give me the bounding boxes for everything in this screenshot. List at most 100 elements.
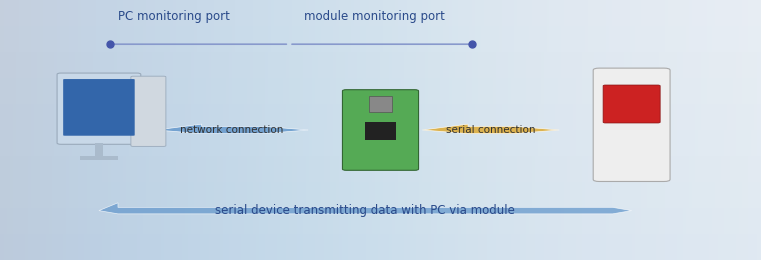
Bar xyxy=(0,237,761,239)
Bar xyxy=(0,187,761,190)
Bar xyxy=(0,96,761,99)
Bar xyxy=(0,34,761,36)
Bar xyxy=(0,143,761,146)
Bar xyxy=(0,81,761,83)
Text: serial device transmitting data with PC via module: serial device transmitting data with PC … xyxy=(215,204,515,217)
Bar xyxy=(0,244,761,247)
Bar xyxy=(0,112,761,114)
Bar xyxy=(0,68,761,70)
Bar xyxy=(0,23,761,26)
Bar xyxy=(0,221,761,224)
Bar xyxy=(0,164,761,166)
Bar xyxy=(0,16,761,18)
Bar xyxy=(0,179,761,182)
Bar xyxy=(0,44,761,47)
Bar xyxy=(0,198,761,200)
Bar xyxy=(0,55,761,57)
Text: module monitoring port: module monitoring port xyxy=(304,10,445,23)
Bar xyxy=(0,177,761,179)
Text: PC monitoring port: PC monitoring port xyxy=(118,10,230,23)
Bar xyxy=(0,99,761,101)
Bar xyxy=(0,104,761,107)
Bar xyxy=(0,205,761,208)
Bar xyxy=(0,122,761,125)
Bar xyxy=(0,185,761,187)
Text: network connection: network connection xyxy=(180,125,284,135)
Bar xyxy=(0,182,761,185)
Bar xyxy=(0,213,761,216)
Bar xyxy=(0,148,761,151)
Bar xyxy=(0,5,761,8)
Bar xyxy=(0,10,761,13)
Bar xyxy=(0,125,761,127)
Bar xyxy=(0,250,761,252)
Bar xyxy=(0,49,761,52)
Bar xyxy=(0,60,761,62)
Bar xyxy=(0,42,761,44)
Bar xyxy=(0,47,761,49)
Bar xyxy=(0,195,761,198)
Bar xyxy=(0,218,761,221)
FancyBboxPatch shape xyxy=(63,79,135,136)
Bar xyxy=(0,203,761,205)
Bar xyxy=(0,36,761,39)
Bar xyxy=(0,224,761,226)
Bar xyxy=(0,39,761,42)
Bar xyxy=(0,86,761,88)
Bar xyxy=(0,216,761,218)
Text: serial connection: serial connection xyxy=(446,125,536,135)
Bar xyxy=(0,146,761,148)
Bar xyxy=(0,83,761,86)
Bar xyxy=(0,130,761,133)
FancyBboxPatch shape xyxy=(57,73,141,144)
Bar xyxy=(0,156,761,159)
Bar xyxy=(0,166,761,169)
Bar xyxy=(0,174,761,177)
Bar xyxy=(0,52,761,55)
Bar xyxy=(0,78,761,81)
Bar xyxy=(0,140,761,143)
Bar xyxy=(0,94,761,96)
Polygon shape xyxy=(156,124,308,134)
Bar xyxy=(365,122,396,140)
Bar xyxy=(0,242,761,244)
Bar xyxy=(0,26,761,29)
Bar xyxy=(0,255,761,257)
Bar xyxy=(0,101,761,104)
Bar xyxy=(0,252,761,255)
Bar xyxy=(0,159,761,161)
Bar xyxy=(0,29,761,31)
Bar xyxy=(0,57,761,60)
Bar xyxy=(0,135,761,138)
Bar xyxy=(0,65,761,68)
Bar xyxy=(0,231,761,234)
Bar xyxy=(0,172,761,174)
FancyBboxPatch shape xyxy=(603,85,660,123)
Bar xyxy=(0,200,761,203)
FancyBboxPatch shape xyxy=(342,90,419,170)
Bar xyxy=(0,18,761,21)
Bar xyxy=(0,169,761,172)
Bar xyxy=(0,21,761,23)
Bar xyxy=(0,257,761,260)
Bar xyxy=(0,239,761,242)
Bar xyxy=(0,3,761,5)
Bar xyxy=(0,153,761,156)
Bar xyxy=(0,107,761,109)
Bar xyxy=(0,138,761,140)
Bar xyxy=(0,127,761,130)
Bar xyxy=(0,114,761,117)
FancyBboxPatch shape xyxy=(594,68,670,181)
Bar xyxy=(0,109,761,112)
Bar xyxy=(0,211,761,213)
Bar xyxy=(0,226,761,229)
Bar xyxy=(0,117,761,120)
Polygon shape xyxy=(99,203,632,214)
Bar xyxy=(0,8,761,10)
Bar xyxy=(0,208,761,211)
Bar xyxy=(0,247,761,250)
Bar xyxy=(0,133,761,135)
Bar xyxy=(0,91,761,94)
Bar xyxy=(0,192,761,195)
Bar xyxy=(0,234,761,237)
